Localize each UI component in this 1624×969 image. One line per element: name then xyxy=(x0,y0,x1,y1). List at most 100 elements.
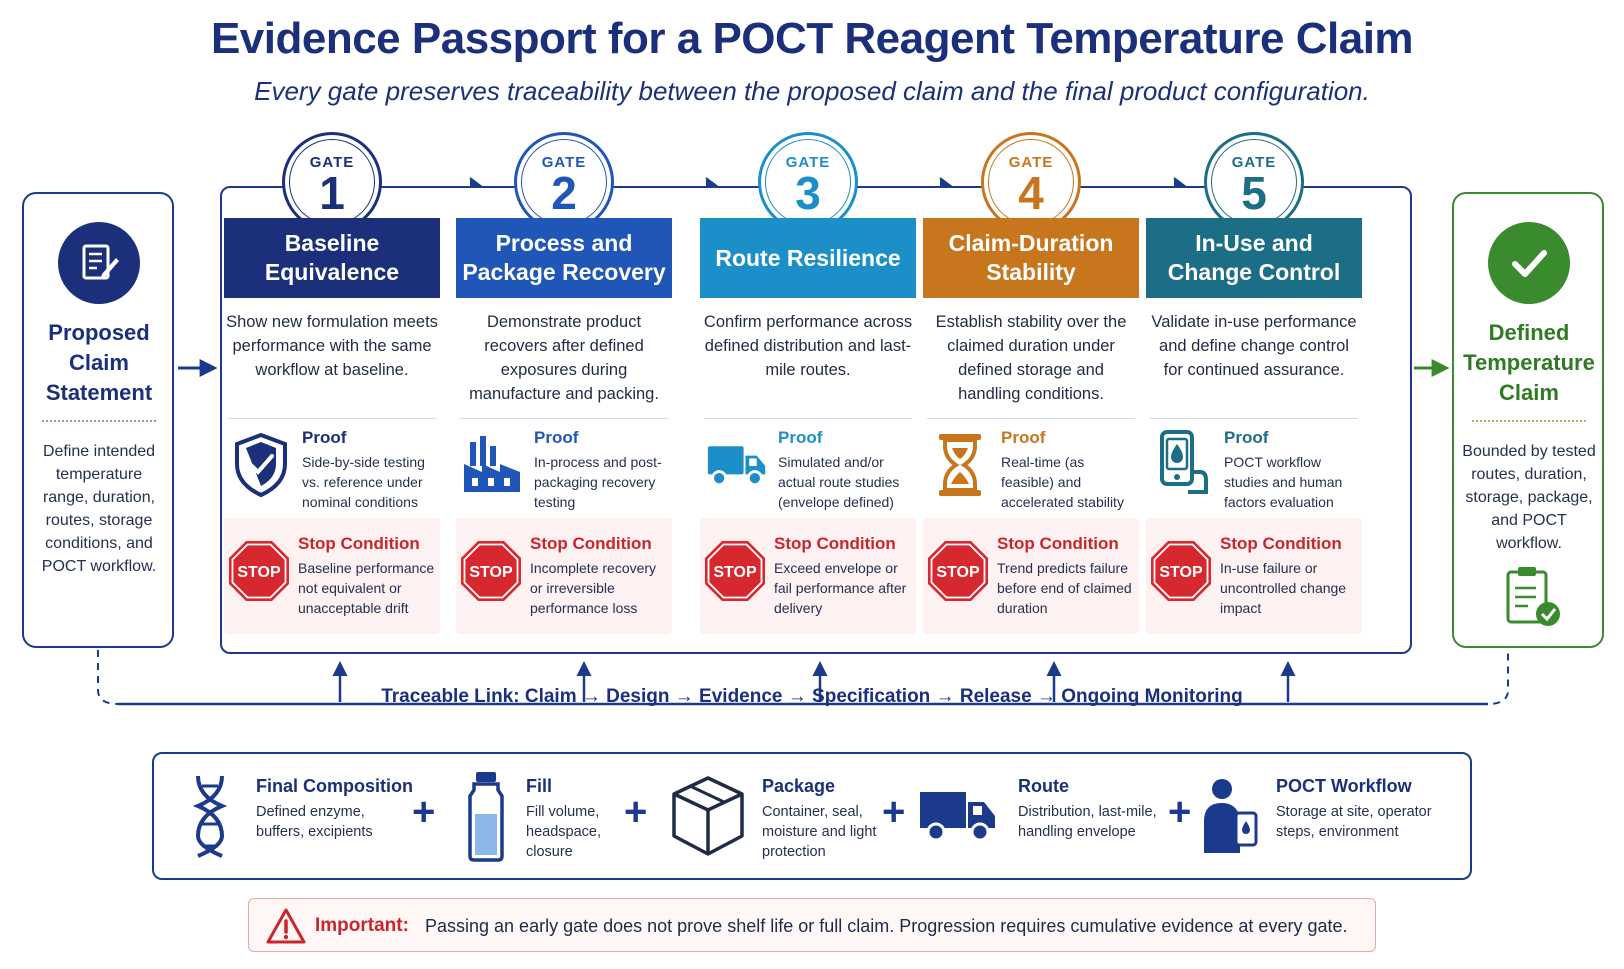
config-item-text: Storage at site, operator steps, environ… xyxy=(1276,804,1432,840)
stop-condition-zone: STOP Stop Condition In-use failure or un… xyxy=(1146,518,1362,634)
stop-sign-text: STOP xyxy=(936,564,980,581)
divider xyxy=(228,418,436,419)
gate-title: Baseline Equivalence xyxy=(224,218,440,298)
gate-1: GATE 1 Baseline Equivalence Show new for… xyxy=(224,132,440,648)
divider xyxy=(1150,418,1358,419)
proof-label: Proof xyxy=(302,428,347,447)
divider xyxy=(42,420,156,422)
config-item-text: Defined enzyme, buffers, excipients xyxy=(256,804,373,840)
stop-sign-text: STOP xyxy=(713,564,757,581)
stop-condition-zone: STOP Stop Condition Baseline performance… xyxy=(224,518,440,634)
gate-number: 4 xyxy=(1018,166,1044,219)
page-subtitle: Every gate preserves traceability betwee… xyxy=(254,76,1370,106)
proof-label: Proof xyxy=(1001,428,1046,447)
plus-sign: + xyxy=(624,790,648,834)
stop-sign-icon: STOP xyxy=(461,541,521,601)
box-icon xyxy=(670,770,746,862)
proof-label: Proof xyxy=(534,428,579,447)
gate-5: GATE 5 In-Use and Change Control Validat… xyxy=(1146,132,1362,648)
config-item-title: Final Composition xyxy=(256,776,413,796)
gate-word: GATE xyxy=(785,153,831,171)
gate-title: Route Resilience xyxy=(700,218,916,298)
gate-description: Demonstrate product recovers after defin… xyxy=(469,313,659,403)
config-item-text: Container, seal, moisture and light prot… xyxy=(762,804,877,860)
gate-description: Show new formulation meets performance w… xyxy=(226,313,438,379)
stop-condition-text: In-use failure or uncontrolled change im… xyxy=(1220,560,1347,616)
gate-description: Validate in-use performance and define c… xyxy=(1151,313,1357,379)
divider xyxy=(460,418,668,419)
stop-condition-label: Stop Condition xyxy=(298,534,420,553)
gate-badge: GATE 4 xyxy=(981,132,1081,232)
defined-claim-title: Defined Temperature Claim xyxy=(1463,320,1595,405)
stop-condition-text: Incomplete recovery or irreversible perf… xyxy=(530,560,657,616)
divider xyxy=(1472,420,1586,422)
truck-icon xyxy=(706,430,768,500)
stop-condition-label: Stop Condition xyxy=(530,534,652,553)
warning-icon xyxy=(265,907,307,945)
clipboard-check-icon xyxy=(1502,564,1564,630)
vial-icon xyxy=(466,770,506,862)
proof-label: Proof xyxy=(778,428,823,447)
stop-condition-text: Exceed envelope or fail performance afte… xyxy=(774,560,907,616)
stop-sign-icon: STOP xyxy=(229,541,289,601)
config-item-text: Fill volume, headspace, closure xyxy=(526,804,601,860)
proposed-claim-box: Proposed Claim Statement Define intended… xyxy=(22,192,174,648)
gate-3: GATE 3 Route Resilience Confirm performa… xyxy=(700,132,916,648)
operator-icon xyxy=(1200,770,1262,862)
truck-icon xyxy=(918,770,998,862)
gate-description: Confirm performance across defined distr… xyxy=(703,313,913,379)
important-text: Passing an early gate does not prove she… xyxy=(425,916,1348,936)
proof-text: Simulated and/or actual route studies (e… xyxy=(778,454,900,510)
gate-badge: GATE 1 xyxy=(282,132,382,232)
stop-condition-zone: STOP Stop Condition Incomplete recovery … xyxy=(456,518,672,634)
stop-condition-label: Stop Condition xyxy=(1220,534,1342,553)
proof-text: In-process and post-packaging recovery t… xyxy=(534,454,662,510)
plus-sign: + xyxy=(882,790,906,834)
gate-word: GATE xyxy=(1231,153,1277,171)
config-item-title: Route xyxy=(1018,776,1069,796)
gate-number: 1 xyxy=(319,166,345,219)
stop-sign-icon: STOP xyxy=(1151,541,1211,601)
important-banner: Important: Passing an early gate does no… xyxy=(248,898,1376,952)
stop-sign-text: STOP xyxy=(1159,564,1203,581)
divider xyxy=(704,418,912,419)
gate-number: 3 xyxy=(795,166,821,219)
gate-description: Establish stability over the claimed dur… xyxy=(935,313,1127,403)
gate-badge: GATE 2 xyxy=(514,132,614,232)
gate-word: GATE xyxy=(541,153,587,171)
stop-sign-icon: STOP xyxy=(928,541,988,601)
proof-label: Proof xyxy=(1224,428,1269,447)
stop-sign-text: STOP xyxy=(469,564,513,581)
gate-word: GATE xyxy=(309,153,355,171)
hourglass-icon xyxy=(929,430,991,500)
plus-sign: + xyxy=(412,790,436,834)
proof-text: Side-by-side testing vs. reference under… xyxy=(302,454,425,510)
factory-icon xyxy=(462,430,524,500)
proof-text: POCT workflow studies and human factors … xyxy=(1224,454,1343,510)
gate-number: 2 xyxy=(551,166,577,219)
check-circle-icon xyxy=(1488,222,1570,304)
stop-sign-icon: STOP xyxy=(705,541,765,601)
config-item-title: Package xyxy=(762,776,836,796)
gate-title: Process and Package Recovery xyxy=(456,218,672,298)
important-label: Important: xyxy=(315,915,409,936)
stop-condition-text: Trend predicts failure before end of cla… xyxy=(997,560,1132,616)
divider xyxy=(927,418,1135,419)
defined-claim-box: Defined Temperature Claim Bounded by tes… xyxy=(1452,192,1604,648)
gate-2: GATE 2 Process and Package Recovery Demo… xyxy=(456,132,672,648)
proposed-claim-description: Define intended temperature range, durat… xyxy=(41,443,157,575)
config-item-text: Distribution, last-mile, handling envelo… xyxy=(1018,804,1157,840)
gate-badge: GATE 5 xyxy=(1204,132,1304,232)
dna-icon xyxy=(190,770,230,862)
config-item-title: Fill xyxy=(526,776,552,796)
document-edit-icon xyxy=(58,222,140,304)
stop-condition-label: Stop Condition xyxy=(774,534,896,553)
poct-device-icon xyxy=(1152,430,1214,500)
gate-4: GATE 4 Claim-Duration Stability Establis… xyxy=(923,132,1139,648)
proposed-claim-title: Proposed Claim Statement xyxy=(45,320,153,405)
defined-claim-description: Bounded by tested routes, duration, stor… xyxy=(1462,443,1596,552)
traceable-link-text: Traceable Link: Claim → Design → Evidenc… xyxy=(381,686,1243,707)
page-title: Evidence Passport for a POCT Reagent Tem… xyxy=(210,14,1414,63)
gate-title: In-Use and Change Control xyxy=(1146,218,1362,298)
shield-check-icon xyxy=(230,430,292,500)
